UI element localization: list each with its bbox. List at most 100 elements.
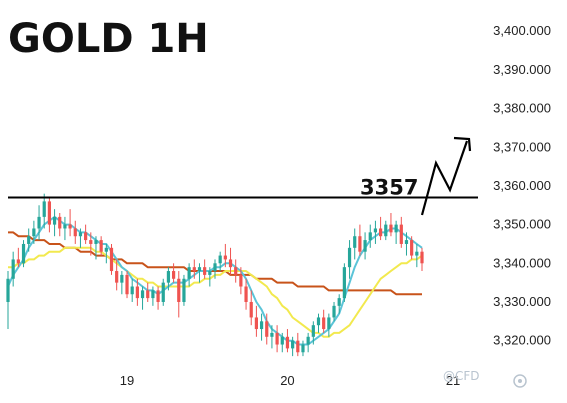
candle (342, 263, 346, 302)
candle-body (182, 278, 186, 302)
y-tick-label: 3,370.000 (493, 139, 551, 154)
candle (99, 236, 103, 256)
candle (353, 228, 357, 260)
candle-body (166, 271, 171, 283)
y-axis: 3,400.000 3,390.000 3,380.000 3,370.000 3,36… (493, 23, 551, 347)
candle (21, 240, 26, 268)
candle-body (228, 259, 233, 268)
candle-body (151, 290, 155, 299)
candle-body (104, 247, 108, 252)
candle (270, 325, 274, 349)
candle (197, 263, 202, 283)
candle (218, 251, 222, 272)
candle-body (135, 286, 139, 299)
candle (63, 216, 67, 241)
chart-title: GOLD 1H (8, 16, 209, 62)
candle-body (203, 267, 207, 275)
candle-body (223, 255, 227, 260)
y-tick-label: 3,390.000 (493, 62, 551, 77)
candle (296, 332, 300, 357)
candle-body (120, 274, 124, 283)
y-tick-label: 3,360.000 (493, 178, 551, 193)
candle (94, 236, 98, 260)
candle-body (208, 271, 212, 275)
candle (399, 216, 403, 248)
candle-body (399, 224, 403, 244)
candle (384, 220, 388, 241)
candle (135, 278, 139, 306)
candle-body (218, 255, 222, 264)
level-line-group: 3357 (8, 176, 478, 200)
candle-body (84, 232, 88, 241)
level-label: 3357 (360, 176, 418, 200)
candle (11, 251, 15, 287)
candle (161, 278, 165, 306)
candle-body (327, 317, 331, 330)
candle (68, 209, 72, 237)
candle-body (16, 259, 20, 264)
candle (244, 278, 248, 310)
candle (47, 197, 52, 233)
x-tick-label: 21 (446, 373, 460, 388)
candle-body (275, 332, 279, 345)
candle (316, 313, 321, 333)
candle (37, 205, 41, 241)
x-tick-label: 19 (120, 373, 134, 388)
candle (259, 313, 264, 341)
candle-body (161, 282, 165, 302)
y-tick-label: 3,350.000 (493, 217, 551, 232)
candle-body (187, 267, 191, 279)
candle-body (47, 201, 52, 225)
watermark: @CFD (443, 369, 480, 383)
candle (84, 224, 88, 244)
candle-body (270, 332, 274, 337)
candle-body (21, 243, 26, 264)
candle-body (378, 228, 383, 237)
candle (378, 216, 383, 241)
candle (223, 243, 227, 268)
candle-body (316, 317, 321, 326)
candle (27, 228, 31, 252)
candle-body (115, 271, 119, 283)
candle (104, 243, 108, 264)
y-tick-label: 3,320.000 (493, 333, 551, 348)
candle (285, 329, 290, 353)
candle (368, 224, 372, 248)
candle (234, 259, 238, 283)
candle-body (347, 247, 352, 268)
candle-body (384, 224, 388, 237)
candle-body (73, 228, 77, 237)
candle-body (373, 228, 378, 233)
candle (151, 286, 155, 306)
candle (32, 220, 36, 244)
candle (337, 294, 341, 314)
candle-body (94, 240, 98, 244)
candle (301, 340, 305, 357)
candle-body (306, 336, 310, 345)
candle (109, 243, 114, 275)
candle-body (239, 274, 243, 287)
candle (171, 263, 176, 283)
candle-body (254, 317, 259, 330)
candle-body (89, 240, 93, 244)
watermark-logo-icon (513, 374, 527, 388)
candle (420, 247, 424, 272)
candle-body (177, 278, 181, 302)
candle (347, 240, 352, 279)
candle-body (146, 290, 150, 299)
candle-body (125, 274, 129, 295)
candle-body (63, 224, 67, 229)
candle-body (332, 305, 336, 318)
candle-body (249, 301, 253, 318)
candle-body (337, 298, 341, 306)
candle-body (58, 216, 62, 229)
candle-body (42, 201, 46, 217)
candle (166, 267, 171, 291)
candle-body (78, 232, 83, 237)
candle (358, 224, 362, 256)
candle-body (27, 236, 31, 244)
arrow-head-icon (453, 136, 472, 152)
candle-body (296, 340, 300, 353)
candle-body (301, 344, 305, 353)
